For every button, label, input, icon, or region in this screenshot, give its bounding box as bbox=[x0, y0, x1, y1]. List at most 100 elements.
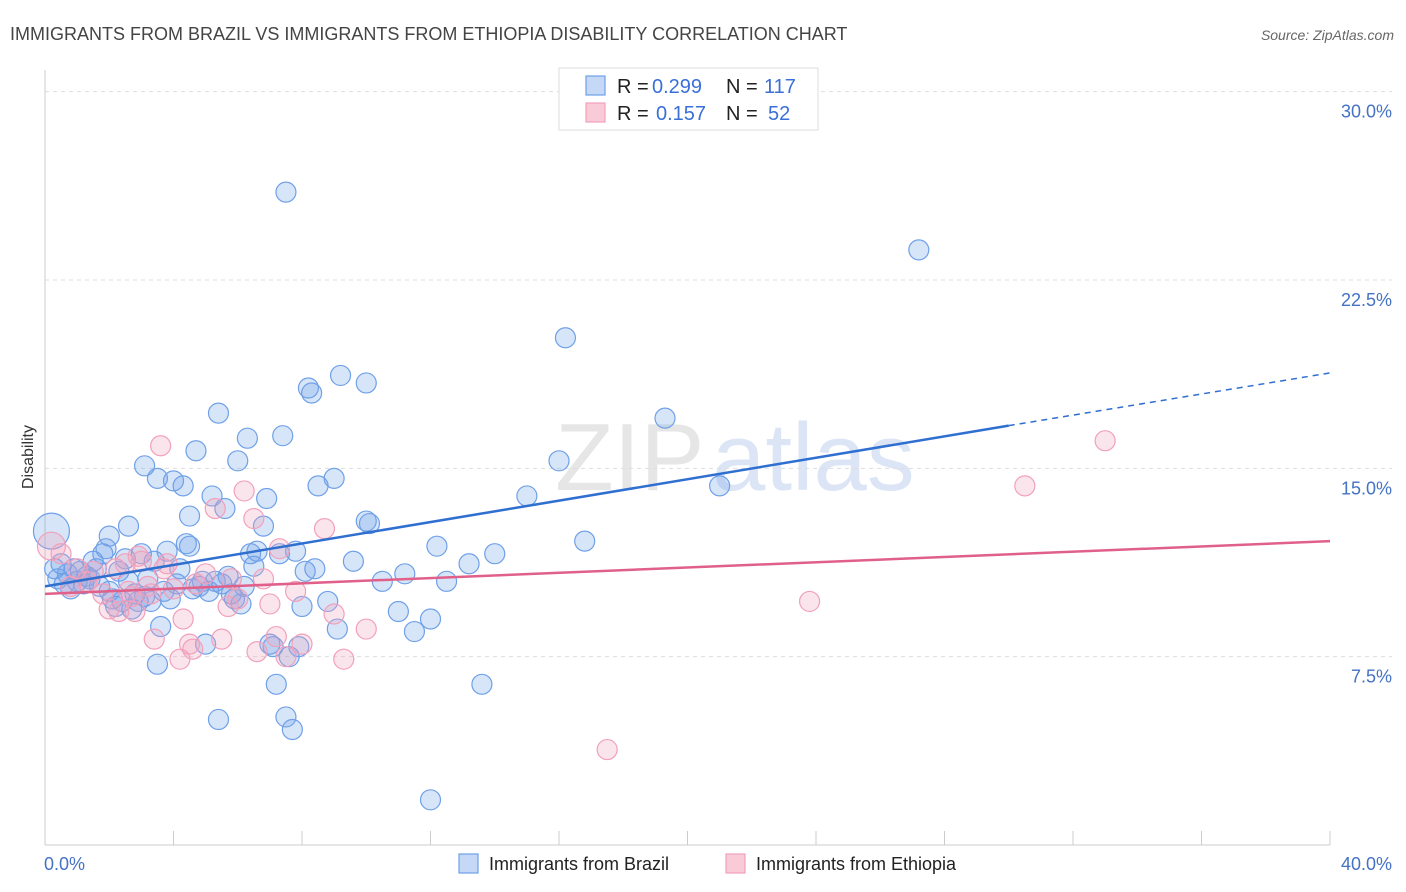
brazil-point-26 bbox=[117, 515, 140, 537]
ethiopia-point-0 bbox=[36, 531, 67, 561]
y-tick-label-0: 7.5% bbox=[1351, 667, 1392, 687]
brazil-point-57 bbox=[207, 402, 230, 424]
series-ethiopia-points bbox=[36, 430, 1116, 761]
brazil-point-80 bbox=[281, 718, 303, 741]
brazil-point-37 bbox=[146, 653, 169, 675]
brazil-point-91 bbox=[323, 467, 345, 489]
ethiopia-point-35 bbox=[243, 507, 265, 530]
brazil-point-75 bbox=[265, 673, 287, 695]
legend-n-label-brazil: N = bbox=[726, 76, 758, 98]
legend-n-label-ethiopia: N = bbox=[726, 103, 758, 125]
ethiopia-point-1 bbox=[50, 543, 72, 565]
ethiopia-point-46 bbox=[333, 648, 355, 670]
ethiopia-point-28 bbox=[195, 563, 217, 585]
brazil-point-93 bbox=[329, 364, 352, 387]
ethiopia-point-44 bbox=[313, 517, 336, 540]
ethiopia-point-34 bbox=[233, 480, 255, 502]
brazil-point-67 bbox=[236, 427, 258, 449]
brazil-point-78 bbox=[275, 706, 297, 728]
brazil-point-36 bbox=[146, 467, 169, 489]
brazil-point-48 bbox=[178, 535, 201, 557]
brazil-point-53 bbox=[195, 633, 217, 655]
brazil-point-58 bbox=[207, 708, 230, 731]
ethiopia-point-24 bbox=[172, 608, 194, 630]
ethiopia-point-49 bbox=[798, 590, 821, 613]
brazil-point-72 bbox=[256, 487, 278, 510]
bottom-legend-label-ethiopia: Immigrants from Ethiopia bbox=[756, 854, 957, 874]
legend-swatch-ethiopia bbox=[585, 102, 606, 123]
brazil-point-88 bbox=[304, 558, 326, 580]
ethiopia-point-51 bbox=[1094, 430, 1116, 452]
x-tick-label-max: 40.0% bbox=[1341, 854, 1392, 874]
brazil-point-0 bbox=[32, 512, 71, 550]
brazil-point-107 bbox=[471, 673, 493, 695]
ethiopia-point-17 bbox=[140, 583, 162, 605]
ethiopia-point-33 bbox=[227, 588, 249, 610]
brazil-point-95 bbox=[355, 510, 377, 532]
ethiopia-point-13 bbox=[124, 600, 146, 623]
ethiopia-point-26 bbox=[182, 638, 204, 660]
y-axis-label: Disability bbox=[20, 425, 37, 489]
brazil-point-40 bbox=[156, 540, 178, 562]
brazil-point-114 bbox=[709, 475, 731, 497]
bottom-legend-swatch-brazil bbox=[458, 853, 479, 874]
brazil-point-113 bbox=[654, 407, 676, 429]
brazil-point-105 bbox=[435, 570, 458, 592]
trend-lines bbox=[44, 372, 1331, 596]
brazil-point-96 bbox=[355, 372, 377, 394]
watermark: ZIP atlas bbox=[555, 404, 915, 511]
brazil-point-46 bbox=[175, 533, 197, 555]
brazil-point-87 bbox=[301, 382, 323, 404]
ethiopia-point-29 bbox=[204, 497, 226, 520]
ethiopia-point-48 bbox=[596, 738, 618, 761]
brazil-point-100 bbox=[394, 563, 416, 585]
ethiopia-point-19 bbox=[150, 435, 172, 457]
ethiopia-point-18 bbox=[143, 628, 165, 650]
legend-r-label-ethiopia: R = bbox=[617, 103, 649, 125]
brazil-point-38 bbox=[150, 615, 172, 638]
series-brazil-points bbox=[32, 181, 930, 811]
brazil-point-112 bbox=[574, 530, 596, 552]
ethiopia-point-30 bbox=[211, 628, 233, 650]
trend-line-ethiopia bbox=[44, 539, 1331, 596]
watermark-zip: ZIP bbox=[555, 404, 704, 511]
ethiopia-point-41 bbox=[275, 646, 297, 668]
ethiopia-point-45 bbox=[323, 603, 345, 625]
legend-r-value-ethiopia: 0.157 bbox=[656, 103, 706, 125]
trend-line-brazil bbox=[44, 424, 1009, 588]
brazil-point-32 bbox=[133, 455, 156, 477]
brazil-point-101 bbox=[403, 620, 426, 643]
chart-title: IMMIGRANTS FROM BRAZIL VS IMMIGRANTS FRO… bbox=[10, 24, 847, 44]
brazil-point-19 bbox=[98, 525, 120, 547]
brazil-point-90 bbox=[317, 590, 339, 613]
legend-r-label-brazil: R = bbox=[617, 76, 649, 98]
brazil-point-64 bbox=[227, 450, 249, 472]
brazil-point-55 bbox=[201, 485, 223, 507]
brazil-point-106 bbox=[458, 553, 480, 575]
y-tick-labels: 7.5% 15.0% 22.5% 30.0% bbox=[1341, 102, 1392, 687]
brazil-point-103 bbox=[419, 789, 442, 811]
brazil-point-17 bbox=[95, 538, 117, 560]
x-tick-label-min: 0.0% bbox=[44, 854, 85, 874]
legend-n-value-brazil: 117 bbox=[764, 76, 796, 98]
brazil-point-108 bbox=[484, 543, 506, 565]
brazil-point-30 bbox=[130, 543, 152, 565]
legend-r-value-brazil: 0.299 bbox=[652, 76, 702, 98]
correlation-legend: R = 0.299 N = 117 R = 0.157 N = 52 bbox=[558, 67, 819, 131]
ethiopia-point-32 bbox=[220, 568, 242, 590]
brazil-point-109 bbox=[516, 485, 538, 507]
y-tick-label-1: 15.0% bbox=[1341, 478, 1392, 498]
trend-line-brazil-extension bbox=[1008, 372, 1331, 427]
ethiopia-point-38 bbox=[259, 593, 281, 615]
ethiopia-point-9 bbox=[108, 600, 130, 623]
y-tick-label-2: 22.5% bbox=[1341, 290, 1392, 310]
brazil-point-99 bbox=[387, 600, 409, 623]
ethiopia-point-36 bbox=[246, 641, 268, 663]
legend-n-value-ethiopia: 52 bbox=[768, 103, 790, 125]
chart-source: Source: ZipAtlas.com bbox=[1261, 27, 1394, 43]
brazil-point-97 bbox=[358, 512, 381, 535]
brazil-point-94 bbox=[342, 550, 364, 572]
brazil-point-115 bbox=[908, 239, 930, 261]
ethiopia-point-43 bbox=[291, 633, 313, 655]
